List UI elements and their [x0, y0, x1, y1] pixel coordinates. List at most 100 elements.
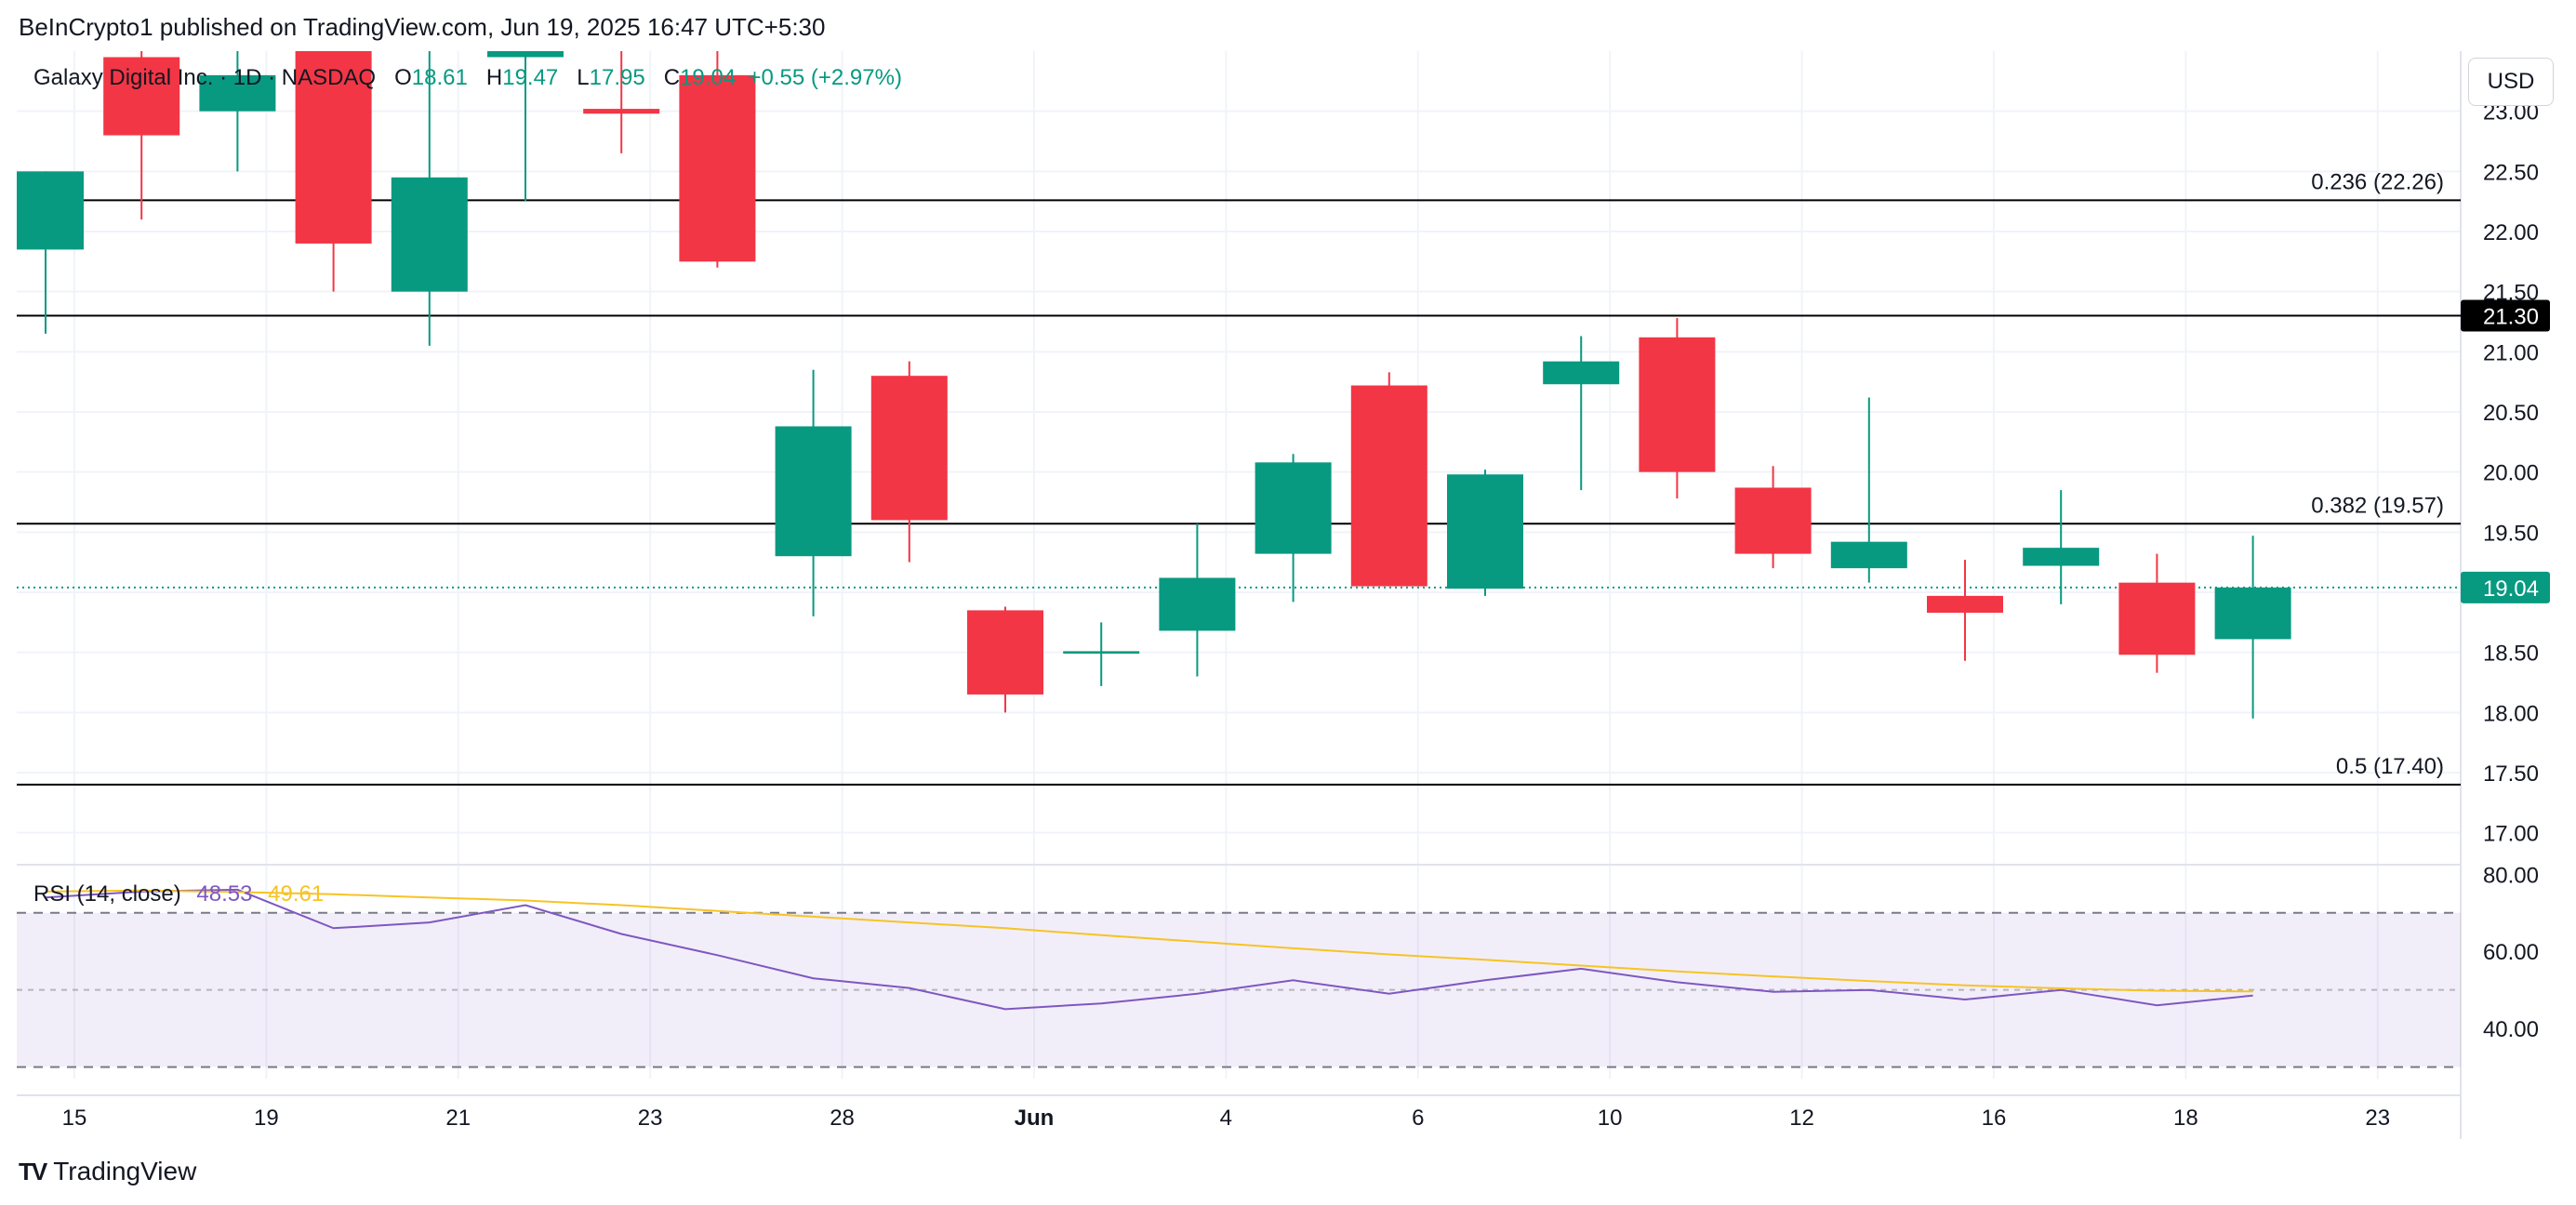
rsi-line [45, 888, 2253, 1011]
candle-body [103, 57, 180, 136]
rsi-ma-line [45, 889, 2253, 993]
candle [870, 361, 948, 563]
time-axis-label: 4 [1220, 1106, 1232, 1131]
time-axis-label: 28 [830, 1106, 855, 1131]
time-axis-label: 23 [2365, 1106, 2390, 1131]
candle [487, 51, 564, 202]
candle [1159, 523, 1236, 677]
fib-level-label: 0.5 (17.40) [2336, 754, 2444, 779]
legend-open-value: 18.61 [411, 65, 468, 90]
candle-body [295, 51, 372, 244]
rsi-axis-label: 80.00 [2483, 863, 2539, 888]
candle [679, 51, 756, 268]
rsi-ma-value: 49.61 [268, 881, 325, 907]
time-axis-label: 10 [1598, 1106, 1623, 1131]
legend-close-label: C [663, 65, 681, 90]
fib-level-label: 0.382 (19.57) [2311, 493, 2444, 518]
price-axis-label: 18.50 [2483, 642, 2539, 667]
tradingview-brand[interactable]: TV TradingView [19, 1157, 196, 1186]
time-axis-label: 6 [1412, 1106, 1424, 1131]
candle [1543, 336, 1620, 491]
tradingview-logo-icon: TV [19, 1157, 47, 1185]
candle-body [1734, 487, 1812, 554]
time-axis-label: 21 [445, 1106, 471, 1131]
candle-body [679, 74, 756, 262]
price-axis-label: 17.50 [2483, 761, 2539, 787]
legend-high-label: H [485, 65, 503, 90]
time-axis-label: 18 [2173, 1106, 2198, 1131]
candle [1447, 470, 1523, 596]
currency-button[interactable]: USD [2468, 58, 2554, 106]
candle [391, 51, 468, 346]
rsi-pane [17, 888, 2461, 1068]
legend-low-value: 17.95 [589, 65, 645, 90]
price-axis-label: 22.50 [2483, 160, 2539, 185]
candle [17, 171, 84, 334]
candle-body [2214, 587, 2291, 640]
candle-body [1255, 462, 1332, 554]
legend-close-value: 19.04 [680, 65, 737, 90]
candle [967, 606, 1043, 713]
rsi-axis-label: 40.00 [2483, 1017, 2539, 1042]
time-axis-label: 15 [62, 1106, 87, 1131]
candle [1063, 622, 1140, 686]
price-tag-box [2461, 299, 2550, 332]
rsi-title: RSI (14, close) [33, 881, 181, 907]
candle-body [1447, 474, 1523, 589]
time-axis-label: 19 [254, 1106, 279, 1131]
candle [1830, 397, 1907, 583]
rsi-axis-label: 60.00 [2483, 940, 2539, 965]
candle-body [1159, 577, 1236, 631]
time-axis-label: 12 [1789, 1106, 1814, 1131]
candle [1927, 560, 2003, 661]
candle-body [1543, 361, 1620, 385]
candle-body [199, 74, 276, 112]
legend-low-label: L [577, 65, 590, 90]
price-tag-label: 19.04 [2483, 576, 2539, 602]
price-axis-label: 21.00 [2483, 340, 2539, 365]
legend-change: +0.55 (+2.97%) [748, 65, 902, 90]
rsi-legend: RSI (14, close) 48.53 49.61 [33, 881, 324, 907]
candle-body [2023, 548, 2100, 566]
candle [1350, 372, 1427, 587]
fib-level-label: 0.236 (22.26) [2311, 169, 2444, 194]
time-axis-label: Jun [1015, 1106, 1055, 1131]
candle-body [967, 610, 1043, 695]
legend-high-value: 19.47 [502, 65, 559, 90]
candle-body [1639, 337, 1716, 472]
publish-line: BeInCrypto1 published on TradingView.com… [19, 13, 826, 41]
candle-body [1830, 541, 1907, 569]
candle-body [583, 109, 660, 114]
candle-body [870, 376, 948, 521]
candle-body [487, 51, 564, 58]
candle-body [1350, 385, 1427, 587]
price-axis-label: 22.00 [2483, 220, 2539, 245]
candle [583, 51, 660, 153]
candle-body [1927, 595, 2003, 613]
candle [199, 51, 276, 172]
candle [2023, 490, 2100, 604]
legend-open-label: O [394, 65, 412, 90]
candle-body [1063, 651, 1140, 654]
legend-symbol: Galaxy Digital Inc. · 1D · NASDAQ [33, 65, 377, 90]
candle-body [2118, 582, 2196, 655]
price-pane [17, 51, 2461, 786]
price-tag-label: 21.30 [2483, 305, 2539, 330]
price-axis-label: 18.00 [2483, 701, 2539, 726]
time-axis-label: 16 [1982, 1106, 2007, 1131]
candle [1639, 318, 1716, 499]
candle [775, 369, 852, 616]
price-axis-label: 20.50 [2483, 401, 2539, 426]
price-axis-label: 19.50 [2483, 521, 2539, 546]
time-axis-label: 23 [638, 1106, 663, 1131]
price-tag-box [2461, 571, 2550, 603]
candle [2118, 553, 2196, 673]
rsi-value: 48.53 [196, 881, 253, 907]
candle [2214, 536, 2291, 719]
price-axis-label: 17.00 [2483, 822, 2539, 847]
candle-body [391, 177, 468, 292]
brand-name: TradingView [53, 1157, 197, 1185]
price-axis-label: 20.00 [2483, 461, 2539, 486]
